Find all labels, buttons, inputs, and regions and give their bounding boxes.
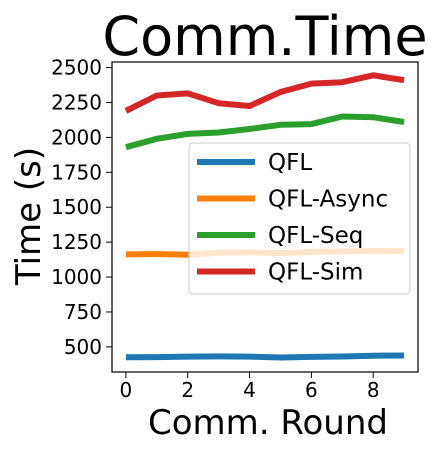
legend-label-qfl-sim: QFL-Sim: [268, 260, 363, 286]
y-tick-label: 2500: [51, 56, 102, 80]
legend-box: [188, 142, 411, 295]
y-tick-label: 2000: [51, 125, 102, 149]
plot-frame: [111, 61, 419, 373]
x-tick-label: 0: [120, 378, 133, 402]
series-line-qfl: [125, 352, 405, 361]
axis-ticks: 0 2 4 6 8 500 750 1000 1250 1500 1750 2000 2250 2500: [51, 56, 379, 402]
chart-title: Comm.Time: [102, 5, 427, 68]
legend-label-qfl: QFL: [268, 150, 312, 176]
x-tick-label: 6: [305, 378, 318, 402]
x-tick-label: 2: [181, 378, 194, 402]
x-axis-label: Comm. Round: [148, 403, 388, 443]
y-tick-label: 1750: [51, 160, 102, 184]
legend-label-qfl-seq: QFL-Seq: [268, 223, 363, 249]
x-tick-label: 4: [243, 378, 256, 402]
y-tick-label: 1250: [51, 230, 102, 254]
y-tick-label: 2250: [51, 90, 102, 114]
y-tick-label: 750: [64, 300, 102, 324]
legend-label-qfl-async: QFL-Async: [268, 187, 388, 213]
y-tick-label: 1000: [51, 265, 102, 289]
legend: QFL QFL-Async QFL-Seq QFL-Sim: [188, 142, 411, 295]
y-tick-label: 500: [64, 335, 102, 359]
x-tick-label: 8: [367, 378, 380, 402]
series-line-qfl-seq: [125, 113, 405, 151]
y-tick-label: 1500: [51, 195, 102, 219]
y-axis-label: Time (s): [9, 147, 49, 286]
series-line-qfl-sim: [124, 72, 405, 114]
